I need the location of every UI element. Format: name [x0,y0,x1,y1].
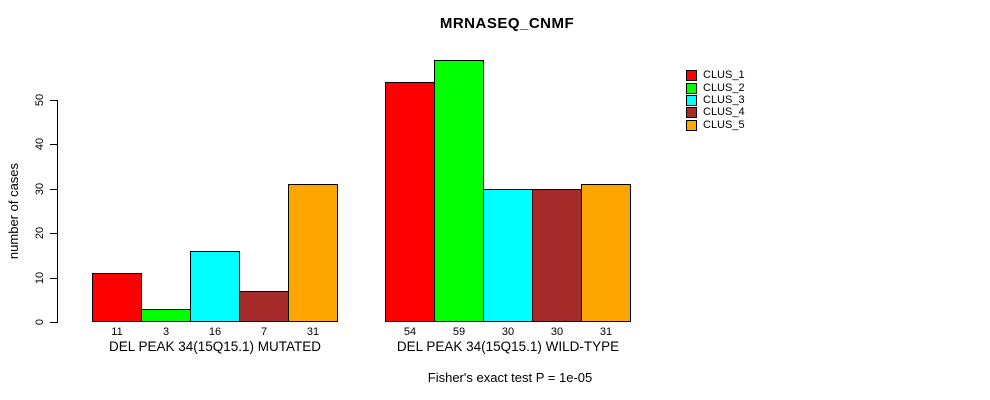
bar-value-label: 30 [501,326,515,338]
y-tick-mark [50,144,57,146]
x-group-label: DEL PEAK 34(15Q15.1) WILD-TYPE [396,339,620,354]
bar-value-label: 30 [550,326,564,338]
legend-label: CLUS_5 [703,118,745,131]
y-axis-label: number of cases [6,162,21,260]
bar-value-label: 54 [403,326,417,338]
legend-label: CLUS_2 [703,81,745,94]
bar-value-label: 31 [306,326,320,338]
y-tick-label: 10 [34,271,46,284]
legend-item-clus_3: CLUS_3 [686,92,796,107]
y-tick-label: 30 [34,182,46,195]
legend-item-clus_5: CLUS_5 [686,117,796,131]
y-tick-label: 0 [34,318,46,326]
legend-item-clus_4: CLUS_4 [686,104,796,119]
legend-swatch-clus_5 [686,119,697,131]
bar-value-label: 7 [260,326,268,338]
y-tick-mark [50,188,57,190]
bar-value-label: 59 [452,326,466,338]
bar-clus_2-group1 [141,309,191,322]
legend-label: CLUS_1 [703,69,745,82]
legend-label: CLUS_3 [703,94,745,107]
y-tick-mark [50,277,57,279]
bar-value-label: 3 [162,326,170,338]
bar-clus_2-group2 [434,60,484,322]
y-tick-mark [50,322,57,323]
y-tick-mark [50,100,57,101]
bar-clus_4-group2 [532,189,582,322]
y-tick-mark [50,233,57,235]
y-tick-label: 50 [34,93,46,107]
bar-clus_3-group1 [190,251,240,322]
y-tick-label: 20 [34,227,46,240]
x-group-label: DEL PEAK 34(15Q15.1) MUTATED [108,339,322,354]
legend-swatch-clus_3 [686,95,697,107]
legend-swatch-clus_1 [686,70,697,82]
fisher-test-annotation: Fisher's exact test P = 1e-05 [427,370,593,385]
bar-value-label: 11 [111,326,123,338]
bar-clus_5-group1 [288,184,338,322]
bar-clus_1-group1 [92,273,142,322]
y-axis-line [57,100,58,323]
legend-swatch-clus_2 [686,82,697,94]
legend-label: CLUS_4 [703,106,745,119]
y-tick-label: 40 [34,138,46,151]
bar-clus_3-group2 [483,189,533,322]
legend-item-clus_2: CLUS_2 [686,79,796,94]
bar-clus_4-group1 [239,291,289,322]
chart-title: MRNASEQ_CNMF [439,15,575,32]
legend-swatch-clus_4 [686,107,697,119]
bar-value-label: 31 [599,326,613,338]
bar-clus_1-group2 [385,82,435,322]
bar-value-label: 16 [208,326,222,338]
legend-item-clus_1: CLUS_1 [686,67,796,82]
bar-clus_5-group2 [581,184,631,322]
